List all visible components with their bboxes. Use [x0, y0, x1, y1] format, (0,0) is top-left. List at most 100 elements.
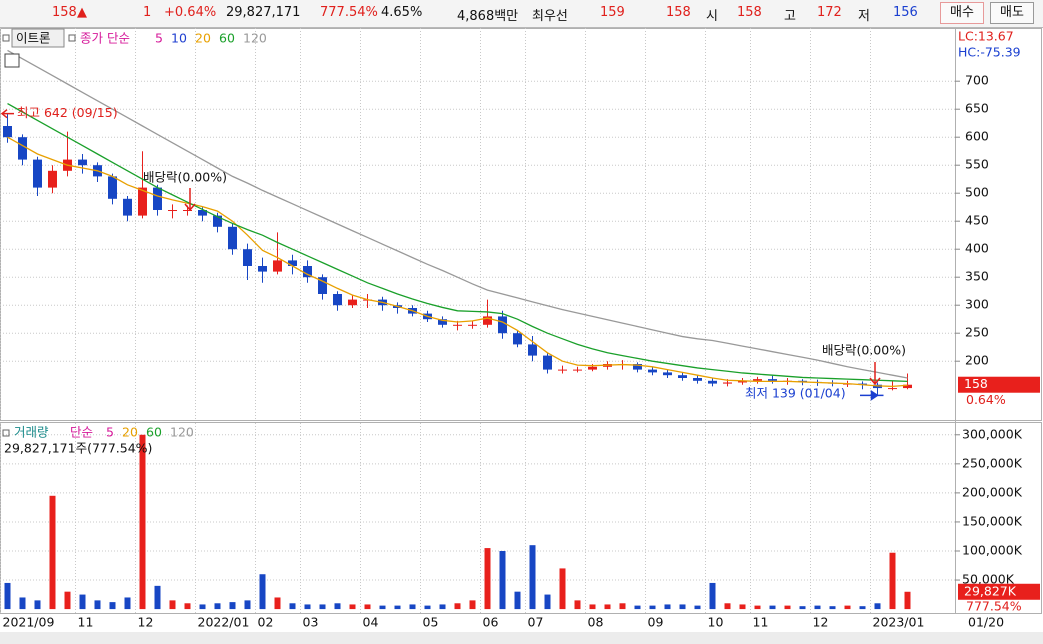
legend-label: 종가 단순 — [80, 31, 130, 46]
candle-body — [513, 333, 522, 345]
arrow — [184, 188, 196, 212]
best-label: 최우선 — [532, 9, 568, 24]
legend-icon — [2, 429, 10, 437]
grid-icon — [4, 53, 20, 68]
candle-body — [708, 380, 717, 384]
volume-bar — [784, 605, 791, 610]
y-tick-label: 600 — [965, 129, 989, 144]
x-tick-label: 09 — [648, 615, 664, 630]
x-tick-label: 07 — [528, 615, 544, 630]
x-tick-label: 08 — [588, 615, 604, 630]
chart: 2021/09 11 12 2022/01 02 03 04 05 06 07 08 09 10 11 12… — [0, 28, 1043, 644]
candle-body — [558, 369, 567, 371]
hc-label: HC:-75.39 — [958, 45, 1021, 60]
stock-name: 이트론 — [16, 31, 51, 46]
legend-entry: 60 — [219, 31, 235, 46]
ma-line — [7, 49, 908, 379]
low: 156 — [893, 5, 918, 20]
candle-body — [198, 210, 207, 216]
best-ask: 159 — [600, 5, 625, 20]
candle-body — [453, 324, 462, 326]
volume-pane — [0, 422, 1042, 614]
annotation: 최저 139 (01/04) — [745, 386, 846, 401]
candle-body — [348, 299, 357, 306]
best-bid: 158 — [666, 5, 691, 20]
legend-icon — [68, 34, 76, 42]
volume-bar — [634, 605, 641, 610]
arrow — [0, 109, 14, 119]
volume-bar — [529, 545, 536, 610]
sell-button[interactable]: 매도 — [990, 2, 1034, 24]
volume-bar — [844, 605, 851, 610]
candle-body — [33, 159, 42, 188]
candle-body — [138, 187, 147, 216]
volume-bar — [604, 604, 611, 610]
candle-body — [18, 137, 27, 160]
candle-body — [498, 316, 507, 334]
ma-line — [7, 136, 908, 388]
volume-bar — [499, 550, 506, 610]
volume-bar — [814, 605, 821, 610]
legend-label: 단순 — [70, 425, 93, 440]
y-tick-label: 150,000K — [962, 513, 1023, 528]
volume-bar — [589, 604, 596, 610]
x-tick-label: 11 — [753, 615, 769, 630]
candle-body — [303, 266, 312, 278]
candle-body — [738, 380, 747, 383]
volume-bar — [424, 605, 431, 610]
volume-bar — [754, 605, 761, 610]
candle-body — [648, 369, 657, 373]
candle-body — [723, 382, 732, 384]
candle-body — [168, 210, 177, 211]
legend-entry: 5 — [155, 31, 163, 46]
candle-body — [333, 294, 342, 306]
amount: 4,868백만 — [457, 9, 519, 24]
y-tick-label: 450 — [965, 213, 989, 228]
candle-body — [483, 316, 492, 325]
legend-entry: 20 — [195, 31, 211, 46]
x-tick-label: 10 — [708, 615, 724, 630]
volume-bar — [379, 605, 386, 610]
x-tick-label: 2021/09 — [3, 615, 55, 630]
volume-bar — [694, 605, 701, 610]
current-price: 158 — [52, 5, 77, 20]
volume-bar — [739, 604, 746, 610]
annotation: 배당락(0.00%) — [143, 170, 227, 185]
volume-tag — [958, 583, 1040, 600]
y-tick-label: 300 — [965, 297, 989, 312]
volume-bar — [169, 600, 176, 610]
volume-bar — [724, 603, 731, 610]
volume-bar — [454, 603, 461, 610]
y-tick-label: 200 — [965, 353, 989, 368]
volume-bar — [214, 603, 221, 610]
buy-button[interactable]: 매수 — [940, 2, 984, 24]
volume-bar — [709, 582, 716, 610]
volume-bar — [274, 597, 281, 610]
open: 158 — [737, 5, 762, 20]
volume-bar — [484, 548, 491, 610]
x-tick-label: 12 — [813, 615, 829, 630]
change-arrow: ▲ — [77, 5, 87, 20]
volume-bar — [679, 604, 686, 610]
candle-body — [108, 176, 117, 199]
candle-body — [243, 249, 252, 266]
change: 1 — [143, 5, 152, 20]
volume-ratio: 777.54% — [320, 5, 378, 20]
ma-line — [7, 103, 908, 383]
candle-body — [528, 344, 537, 356]
high: 172 — [817, 5, 842, 20]
candle-body — [123, 198, 132, 216]
annotation: 최고 642 (09/15) — [17, 105, 118, 120]
y-tick-label: 500 — [965, 185, 989, 200]
volume-bar — [19, 597, 26, 610]
candle-body — [213, 215, 222, 227]
legend-entry: 120 — [243, 31, 267, 46]
legend-entry: 20 — [122, 425, 138, 440]
volume-bar — [334, 603, 341, 610]
volume-bar — [619, 603, 626, 610]
legend-entry: 60 — [146, 425, 162, 440]
volume-bar — [349, 604, 356, 610]
volume-tag-text: 29,827K — [964, 583, 1017, 598]
arrow — [869, 362, 881, 386]
candle-body — [693, 378, 702, 381]
